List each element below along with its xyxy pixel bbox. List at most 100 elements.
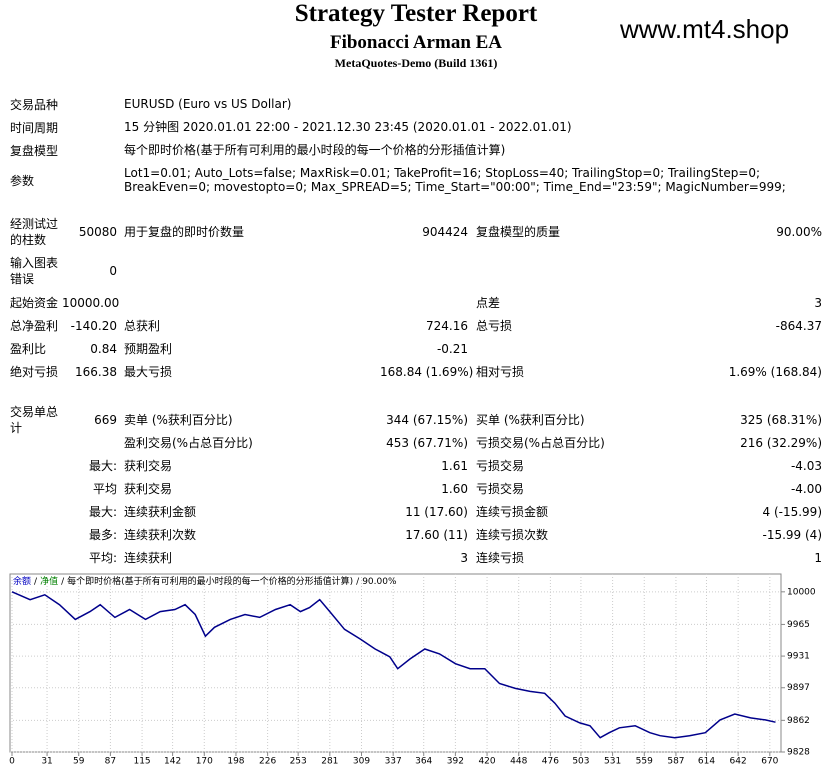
info-label: 交易品种 <box>10 98 59 112</box>
x-tick-label: 115 <box>133 757 150 767</box>
y-tick-label: 10000 <box>787 587 816 597</box>
y-tick-label: 9862 <box>787 716 810 726</box>
stat-value: 1.69% (168.84) <box>728 365 822 379</box>
x-tick-label: 420 <box>478 757 495 767</box>
legend-item: 90.00% <box>362 577 397 587</box>
stat-label: 盈利交易(%占总百分比) <box>124 436 253 450</box>
info-label: 复盘模型 <box>10 144 59 158</box>
stat-label: 亏损交易(%占总百分比) <box>476 436 605 450</box>
stat-label: 连续亏损 <box>476 551 525 565</box>
legend-item: 净值 <box>40 575 58 587</box>
stat-value: 50080 <box>78 225 117 239</box>
stat-label: 交易单总计 <box>10 405 59 435</box>
stat-label: 获利交易 <box>124 459 173 473</box>
stat-label: 用于复盘的即时价数量 <box>124 225 245 239</box>
stat-value: -4.00 <box>790 482 822 496</box>
stat-label: 相对亏损 <box>476 365 525 379</box>
stat-label: 最大亏损 <box>124 365 173 379</box>
stat-value: 453 (67.71%) <box>386 436 468 450</box>
stat-value: -4.03 <box>790 459 822 473</box>
stat-value: 0 <box>109 264 117 278</box>
subtitle: Fibonacci Arman EA <box>329 32 503 53</box>
x-tick-label: 587 <box>667 757 684 767</box>
stat-value: 90.00% <box>776 225 822 239</box>
stat-value: 3 <box>460 551 468 565</box>
x-tick-label: 281 <box>321 757 338 767</box>
x-tick-label: 476 <box>542 757 559 767</box>
stat-label: 复盘模型的质量 <box>476 225 561 239</box>
stat-label: 输入图表错误 <box>10 256 59 286</box>
stat-label: 连续获利金额 <box>124 505 197 519</box>
stat-value: 1.60 <box>441 482 468 496</box>
y-tick-label: 9965 <box>787 620 810 630</box>
stat-value: 904424 <box>422 225 468 239</box>
stat-value: 724.16 <box>426 319 468 333</box>
stat-label: 经测试过的柱数 <box>10 217 59 247</box>
x-tick-label: 31 <box>41 757 52 767</box>
stat-value: 17.60 (11) <box>405 528 468 542</box>
legend-item: 余额 <box>13 575 31 587</box>
stat-label: 连续获利次数 <box>124 528 197 542</box>
stat-label: 绝对亏损 <box>10 365 59 379</box>
plot-frame <box>9 573 782 753</box>
stat-value: 平均 <box>92 482 117 496</box>
stat-label: 连续亏损次数 <box>476 528 549 542</box>
stat-value: 最大: <box>88 505 117 519</box>
x-tick-label: 642 <box>730 757 747 767</box>
x-tick-label: 337 <box>385 757 402 767</box>
stat-value: 10000.00 <box>62 296 120 310</box>
stat-value: 216 (32.29%) <box>740 436 822 450</box>
stat-value: 168.84 (1.69%) <box>380 365 474 379</box>
x-tick-label: 87 <box>105 757 116 767</box>
stat-value: 325 (68.31%) <box>740 413 822 427</box>
x-tick-label: 226 <box>259 757 276 767</box>
info-label: 参数 <box>10 174 35 188</box>
x-tick-label: 59 <box>73 757 85 767</box>
stat-label: 亏损交易 <box>476 459 525 473</box>
build: MetaQuotes-Demo (Build 1361) <box>334 56 498 70</box>
stat-value: 166.38 <box>75 365 117 379</box>
stat-label: 起始资金 <box>10 296 59 310</box>
stat-value: 1 <box>814 551 822 565</box>
stat-value: 最多: <box>88 528 117 542</box>
x-tick-label: 253 <box>290 757 307 767</box>
title: Strategy Tester Report <box>294 0 538 27</box>
legend-separator: / <box>34 577 38 587</box>
stat-label: 获利交易 <box>124 482 173 496</box>
y-tick-label: 9931 <box>787 652 810 662</box>
x-tick-label: 309 <box>353 757 370 767</box>
x-tick-label: 364 <box>415 757 432 767</box>
stat-value: 11 (17.60) <box>405 505 468 519</box>
stat-label: 亏损交易 <box>476 482 525 496</box>
stat-value: -864.37 <box>775 319 822 333</box>
stat-label: 连续获利 <box>124 551 173 565</box>
y-tick-label: 9828 <box>787 748 810 758</box>
stat-value: 4 (-15.99) <box>762 505 823 519</box>
balance-chart: 10000 9965 9931 9897 9862 9828 0 31 59 87 115 142 17… <box>9 573 816 767</box>
x-tick-label: 392 <box>447 757 464 767</box>
legend-separator: / <box>61 577 65 587</box>
stat-value: 3 <box>814 296 822 310</box>
stat-value: -0.21 <box>436 342 468 356</box>
info-value: 15 分钟图 2020.01.01 22:00 - 2021.12.30 23:… <box>124 120 572 134</box>
x-tick-label: 198 <box>227 757 244 767</box>
watermark: www.mt4.shop <box>620 14 790 44</box>
legend-separator: / <box>356 577 360 587</box>
x-tick-label: 170 <box>196 757 213 767</box>
stat-label: 盈利比 <box>10 342 47 356</box>
legend-item: 每个即时价格(基于所有可利用的最小时段的每一个价格的分形插值计算) <box>67 575 353 587</box>
stat-value: -140.20 <box>70 319 117 333</box>
info-value: 每个即时价格(基于所有可利用的最小时段的每一个价格的分形插值计算) <box>124 143 506 157</box>
x-tick-label: 559 <box>636 757 653 767</box>
stat-value: 1.61 <box>441 459 468 473</box>
x-tick-label: 531 <box>604 757 621 767</box>
stat-label: 总净盈利 <box>10 319 59 333</box>
stat-value: 0.84 <box>90 342 117 356</box>
stat-value: 最大: <box>88 459 117 473</box>
stat-label: 连续亏损金额 <box>476 505 549 519</box>
x-tick-label: 142 <box>164 757 181 767</box>
x-tick-label: 0 <box>9 757 15 767</box>
stat-label: 总获利 <box>124 319 161 333</box>
stat-value: -15.99 (4) <box>762 528 823 542</box>
